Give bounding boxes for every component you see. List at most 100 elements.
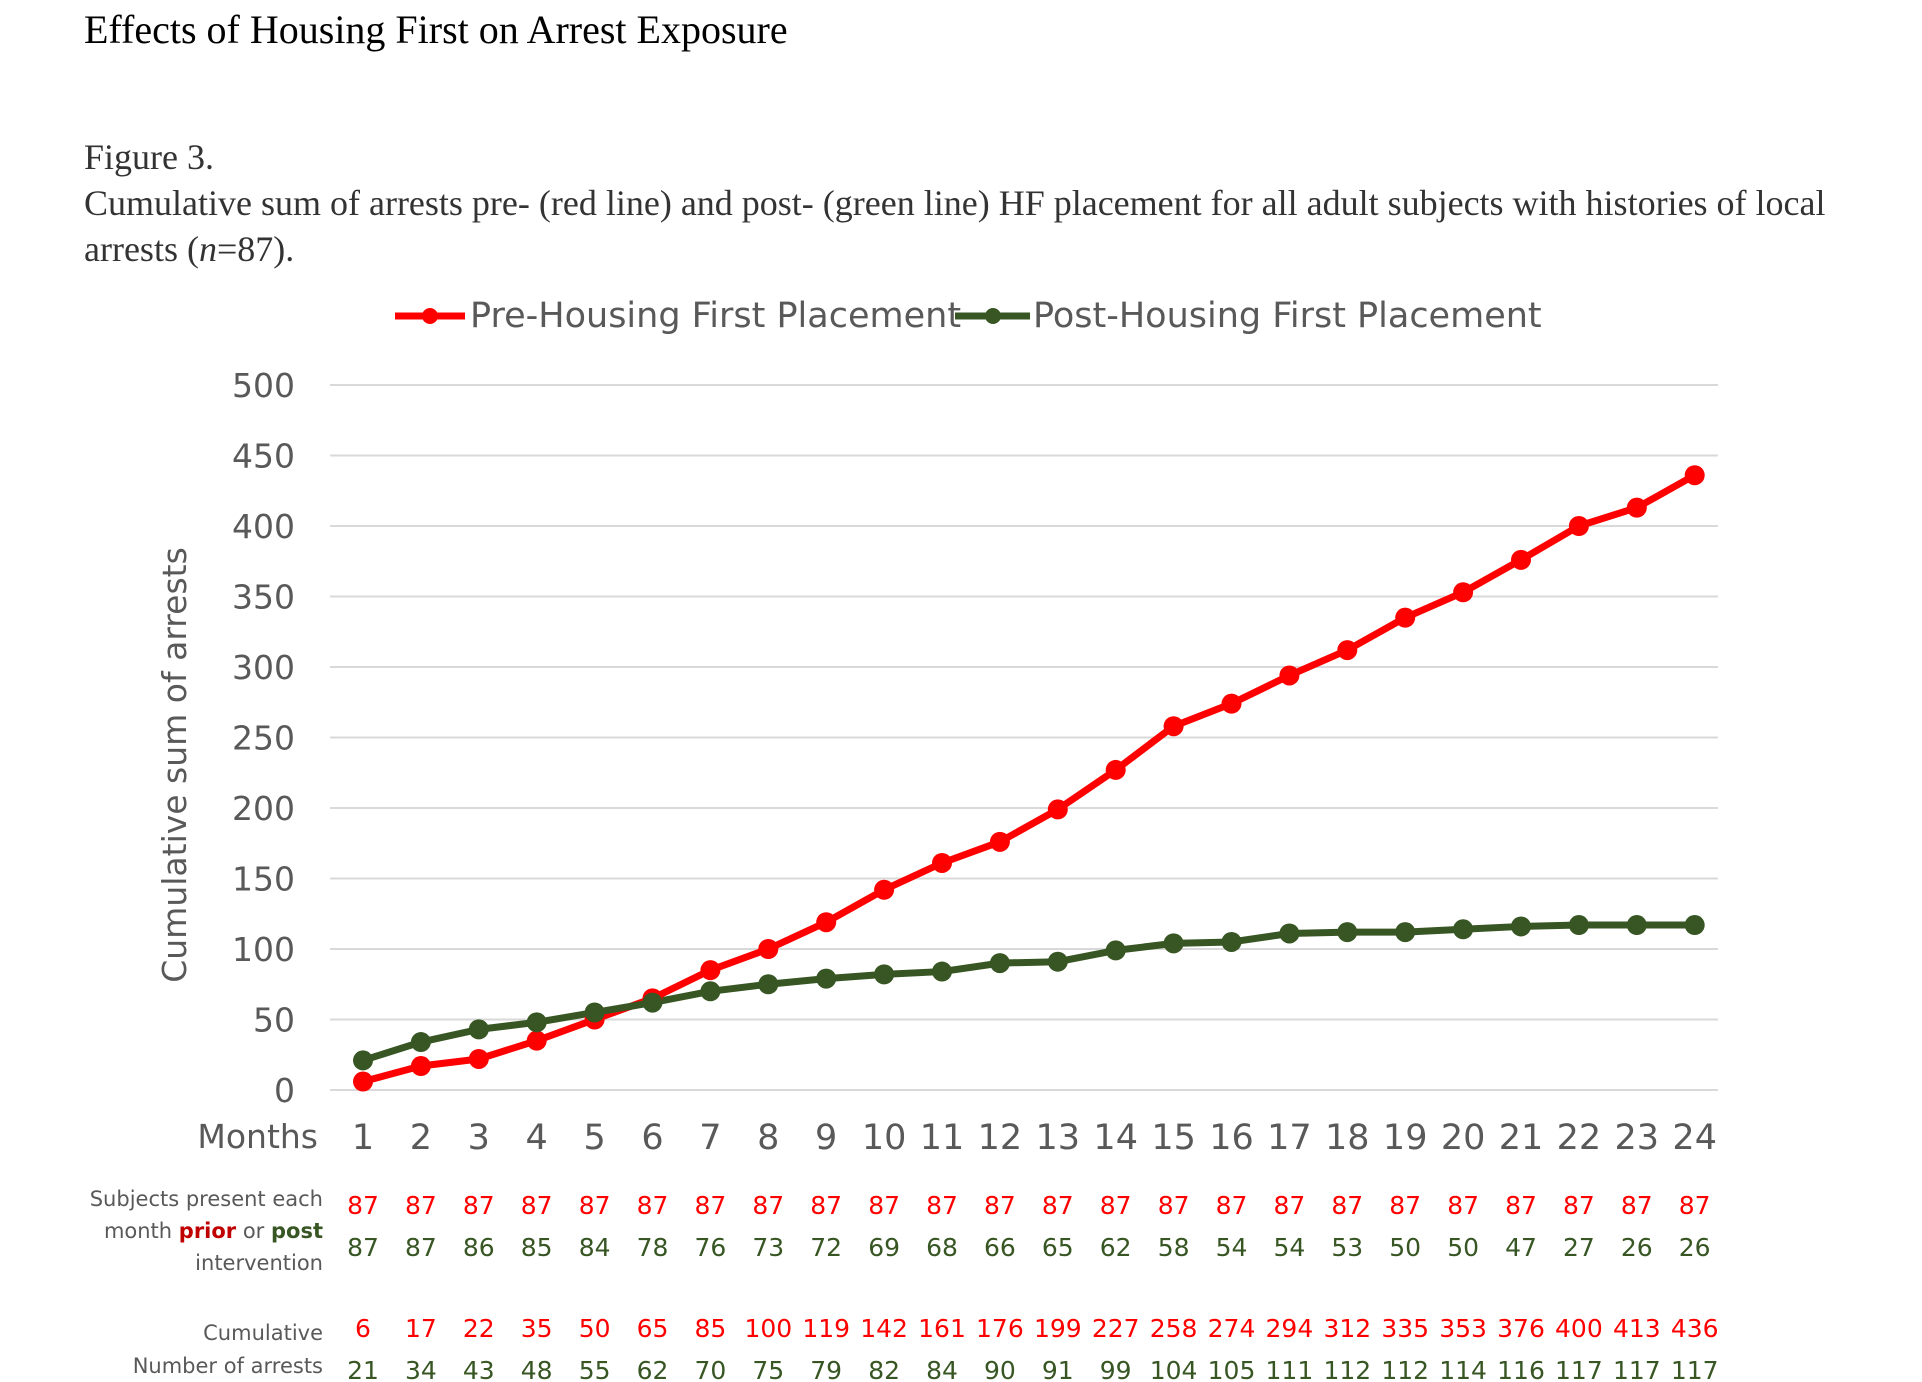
subjects-label-line1: Subjects present each (90, 1187, 323, 1211)
subjects-post-cell: 26 (1679, 1233, 1711, 1262)
subjects-label-prior: prior (179, 1219, 237, 1243)
subjects-label-month: month (104, 1219, 179, 1243)
data-point-post (468, 1019, 489, 1040)
subjects-post-cell: 50 (1447, 1233, 1479, 1262)
cumulative-post-cell: 79 (810, 1356, 842, 1382)
data-point-post (1568, 915, 1589, 936)
subjects-prior-cell: 87 (463, 1191, 495, 1220)
cumulative-pre-cell: 85 (694, 1314, 726, 1343)
x-tick-label: 16 (1209, 1118, 1254, 1158)
data-point-post (353, 1050, 373, 1071)
data-point-post (584, 1002, 605, 1023)
cumulative-post-cell: 48 (521, 1356, 553, 1382)
data-point-pre (816, 912, 837, 933)
y-tick-label: 100 (232, 930, 295, 969)
data-point-pre (989, 831, 1010, 852)
x-tick-label: 21 (1499, 1118, 1544, 1158)
cumulative-post-cell: 62 (637, 1356, 669, 1382)
x-tick-label: 12 (978, 1118, 1023, 1158)
cumulative-pre-cell: 35 (521, 1314, 553, 1343)
data-point-pre (526, 1030, 547, 1051)
data-point-post (410, 1032, 431, 1053)
data-point-post (526, 1012, 547, 1033)
legend-label: Post-Housing First Placement (1033, 296, 1542, 336)
cumulative-post-cell: 117 (1555, 1356, 1603, 1382)
subjects-prior-cell: 87 (1100, 1191, 1132, 1220)
cumulative-post-cell: 82 (868, 1356, 900, 1382)
subjects-post-cell: 86 (463, 1233, 495, 1262)
subjects-post-cell: 68 (926, 1233, 958, 1262)
subjects-prior-cell: 87 (984, 1191, 1016, 1220)
subjects-post-cell: 78 (637, 1233, 669, 1262)
subjects-prior-cell: 87 (1042, 1191, 1074, 1220)
x-tick-label: 20 (1441, 1118, 1486, 1158)
subjects-prior-cell: 87 (752, 1191, 784, 1220)
cumulative-pre-cell: 227 (1092, 1314, 1140, 1343)
y-tick-label: 150 (232, 860, 295, 899)
data-point-post (758, 974, 779, 995)
x-tick-label: 18 (1325, 1118, 1370, 1158)
cumulative-post-cell: 21 (347, 1356, 379, 1382)
x-tick-label: 24 (1672, 1118, 1717, 1158)
subjects-prior-cell: 87 (926, 1191, 958, 1220)
data-point-post (816, 968, 837, 989)
data-point-post (1337, 922, 1358, 943)
subjects-post-cell: 27 (1563, 1233, 1595, 1262)
subjects-post-cell: 58 (1158, 1233, 1190, 1262)
cumulative-pre-cell: 258 (1150, 1314, 1198, 1343)
data-point-post (1279, 923, 1300, 944)
x-tick-label: 10 (862, 1118, 907, 1158)
cumulative-pre-cell: 65 (637, 1314, 669, 1343)
subjects-prior-cell: 87 (1621, 1191, 1653, 1220)
x-tick-label: 23 (1615, 1118, 1660, 1158)
data-point-post (1453, 919, 1474, 940)
cumulative-post-cell: 116 (1497, 1356, 1545, 1382)
subjects-prior-cell: 87 (1273, 1191, 1305, 1220)
subjects-prior-cell: 87 (347, 1191, 379, 1220)
cumulative-post-cell: 104 (1150, 1356, 1198, 1382)
x-tick-label: 6 (641, 1118, 663, 1158)
y-tick-label: 250 (232, 719, 295, 758)
data-point-pre (1626, 497, 1647, 518)
y-tick-label: 350 (232, 578, 295, 617)
subjects-prior-cell: 87 (694, 1191, 726, 1220)
x-tick-label: 1 (352, 1118, 374, 1158)
data-point-pre (1511, 549, 1531, 570)
cumulative-pre-cell: 376 (1497, 1314, 1545, 1343)
subjects-post-cell: 84 (579, 1233, 611, 1262)
data-point-pre (1047, 799, 1068, 820)
series-line-pre (362, 472, 1697, 1085)
legend-label: Pre-Housing First Placement (470, 296, 961, 336)
subjects-post-cell: 62 (1100, 1233, 1132, 1262)
data-point-post (1626, 915, 1647, 936)
data-point-pre (758, 939, 779, 959)
data-point-pre (932, 852, 952, 873)
cumulative-post-cell: 114 (1439, 1356, 1487, 1382)
cumulative-pre-cell: 50 (579, 1314, 611, 1343)
cumulative-post-cell: 105 (1208, 1356, 1256, 1382)
y-tick-label: 50 (253, 1001, 295, 1040)
cumulative-post-cell: 91 (1042, 1356, 1074, 1382)
x-tick-label: 7 (699, 1118, 721, 1158)
cumulative-post-cell: 112 (1381, 1356, 1429, 1382)
y-tick-label: 400 (232, 507, 295, 546)
data-point-post (874, 964, 895, 985)
subjects-post-cell: 54 (1216, 1233, 1248, 1262)
subjects-prior-cell: 87 (1158, 1191, 1190, 1220)
x-tick-label: 9 (815, 1118, 837, 1158)
cumulative-post-cell: 84 (926, 1356, 958, 1382)
cumulative-post-cell: 111 (1266, 1356, 1314, 1382)
data-point-pre (874, 879, 895, 900)
y-tick-labels: 0 50 100 150 200 250 300 350 400 450 500 (232, 366, 295, 1110)
data-point-pre (410, 1056, 431, 1077)
x-tick-label: 17 (1267, 1118, 1312, 1158)
x-tick-label: 2 (410, 1118, 432, 1158)
subjects-post-cell: 76 (694, 1233, 726, 1262)
subjects-post-cell: 26 (1621, 1233, 1653, 1262)
cumulative-post-cell: 75 (752, 1356, 784, 1382)
subjects-post-cell: 69 (868, 1233, 900, 1262)
cumulative-post-cell: 43 (463, 1356, 495, 1382)
subjects-post-cell: 66 (984, 1233, 1016, 1262)
subjects-prior-cell: 87 (810, 1191, 842, 1220)
data-point-pre (353, 1071, 373, 1092)
